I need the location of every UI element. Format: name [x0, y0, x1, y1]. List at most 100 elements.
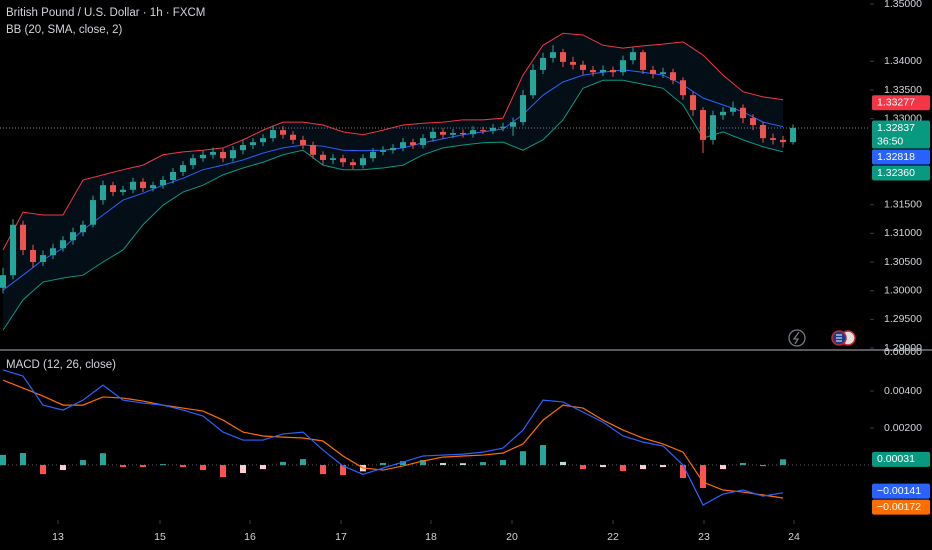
candle-body [300, 139, 306, 146]
candle-body [590, 69, 596, 73]
lightning-icon[interactable] [788, 329, 806, 347]
chart-title: British Pound / U.S. Dollar · 1h · FXCM [6, 7, 205, 19]
current-price-label: 1.32837 [877, 122, 915, 134]
candle-body [390, 147, 396, 151]
candle-body [240, 145, 246, 151]
histogram-bar [300, 459, 306, 466]
candle-body [500, 126, 506, 128]
bb-legend: BB (20, SMA, close, 2) [6, 24, 122, 36]
candle-body [260, 138, 266, 143]
candle-body [720, 111, 726, 116]
candle-body [180, 165, 186, 172]
candle-body [210, 151, 216, 155]
candle-body [530, 69, 536, 96]
candle-body [40, 255, 46, 262]
x-tick-label: 15 [154, 531, 166, 543]
current-price-label-countdown: 36:50 [877, 135, 903, 147]
band-fill [3, 33, 783, 331]
histogram-bar [420, 460, 426, 466]
histogram-bar [540, 445, 546, 466]
x-tick-label: 22 [607, 531, 619, 543]
candle-body [20, 224, 26, 250]
histogram-bar [620, 465, 626, 471]
histogram-bar [740, 463, 746, 466]
histogram-bar [480, 462, 486, 466]
candle-body [420, 138, 426, 146]
histogram-bar [500, 460, 506, 466]
current-price-label-box [872, 120, 930, 149]
x-tick-label: 20 [506, 531, 518, 543]
flags-icon[interactable] [831, 330, 856, 346]
histogram-bar [320, 465, 326, 475]
histogram-bar [240, 465, 246, 474]
x-tick-label: 17 [335, 531, 347, 543]
y-tick-label: 1.31500 [884, 198, 922, 210]
price-label: 1.32360 [877, 167, 915, 179]
candle-body [80, 224, 86, 233]
y-tick-label: 1.30500 [884, 256, 922, 268]
candle-body [100, 185, 106, 201]
candle-body [370, 151, 376, 159]
candle-body [400, 142, 406, 148]
candle-body [740, 107, 746, 119]
price-label: 1.33277 [877, 97, 915, 109]
macd-value-label: 0.00031 [877, 453, 915, 465]
candle-body [90, 200, 96, 225]
candle-body [310, 145, 316, 155]
histogram-bar [380, 463, 386, 466]
candle-body [60, 240, 66, 249]
candle-body [410, 142, 416, 146]
histogram-bar [0, 454, 6, 466]
candle-body [0, 275, 6, 288]
histogram-bar [160, 464, 166, 466]
candle-body [10, 224, 16, 276]
candle-body [540, 57, 546, 70]
y-tick-label: 1.30000 [884, 284, 922, 296]
macd-value-label-box [872, 499, 930, 515]
y-tick-label: 1.31000 [884, 227, 922, 239]
candle-body [430, 131, 436, 139]
histogram-bar [760, 465, 766, 467]
y-tick-label: 1.29000 [884, 342, 922, 354]
x-tick-label: 18 [425, 531, 437, 543]
candle-body [350, 162, 356, 166]
histogram-bar [180, 465, 186, 468]
candle-body [670, 72, 676, 81]
candle-body [320, 154, 326, 160]
candle-body [460, 133, 466, 135]
candle-body [450, 133, 456, 135]
macd-top-label: 0.00000 [884, 346, 922, 358]
histogram-bar [600, 465, 606, 468]
histogram-bar [40, 465, 46, 475]
candle-body [600, 69, 606, 73]
price-label-box [872, 95, 930, 111]
candle-body [120, 189, 126, 193]
y-tick-label: 1.35000 [884, 0, 922, 10]
candle-body [520, 95, 526, 123]
histogram-bar [260, 465, 266, 470]
histogram-bar [640, 465, 646, 470]
candle-body [570, 61, 576, 65]
candle-body [340, 158, 346, 163]
candle-body [330, 158, 336, 160]
histogram-bar [560, 461, 566, 466]
candle-body [110, 185, 116, 193]
signal-line [2, 379, 784, 499]
candle-body [710, 115, 716, 140]
candle-body [220, 151, 226, 159]
candle-body [510, 122, 516, 127]
candle-body [160, 180, 166, 186]
candle-body [680, 80, 686, 96]
macd-line [2, 369, 784, 506]
candle-body [150, 185, 156, 189]
candle-body [30, 249, 36, 262]
histogram-bar [400, 461, 406, 466]
candle-body [630, 52, 636, 61]
candle-body [790, 127, 796, 143]
price-label: 1.32818 [877, 151, 915, 163]
macd-legend: MACD (12, 26, close) [6, 359, 116, 371]
candle-body [270, 130, 276, 139]
candle-body [470, 130, 476, 135]
